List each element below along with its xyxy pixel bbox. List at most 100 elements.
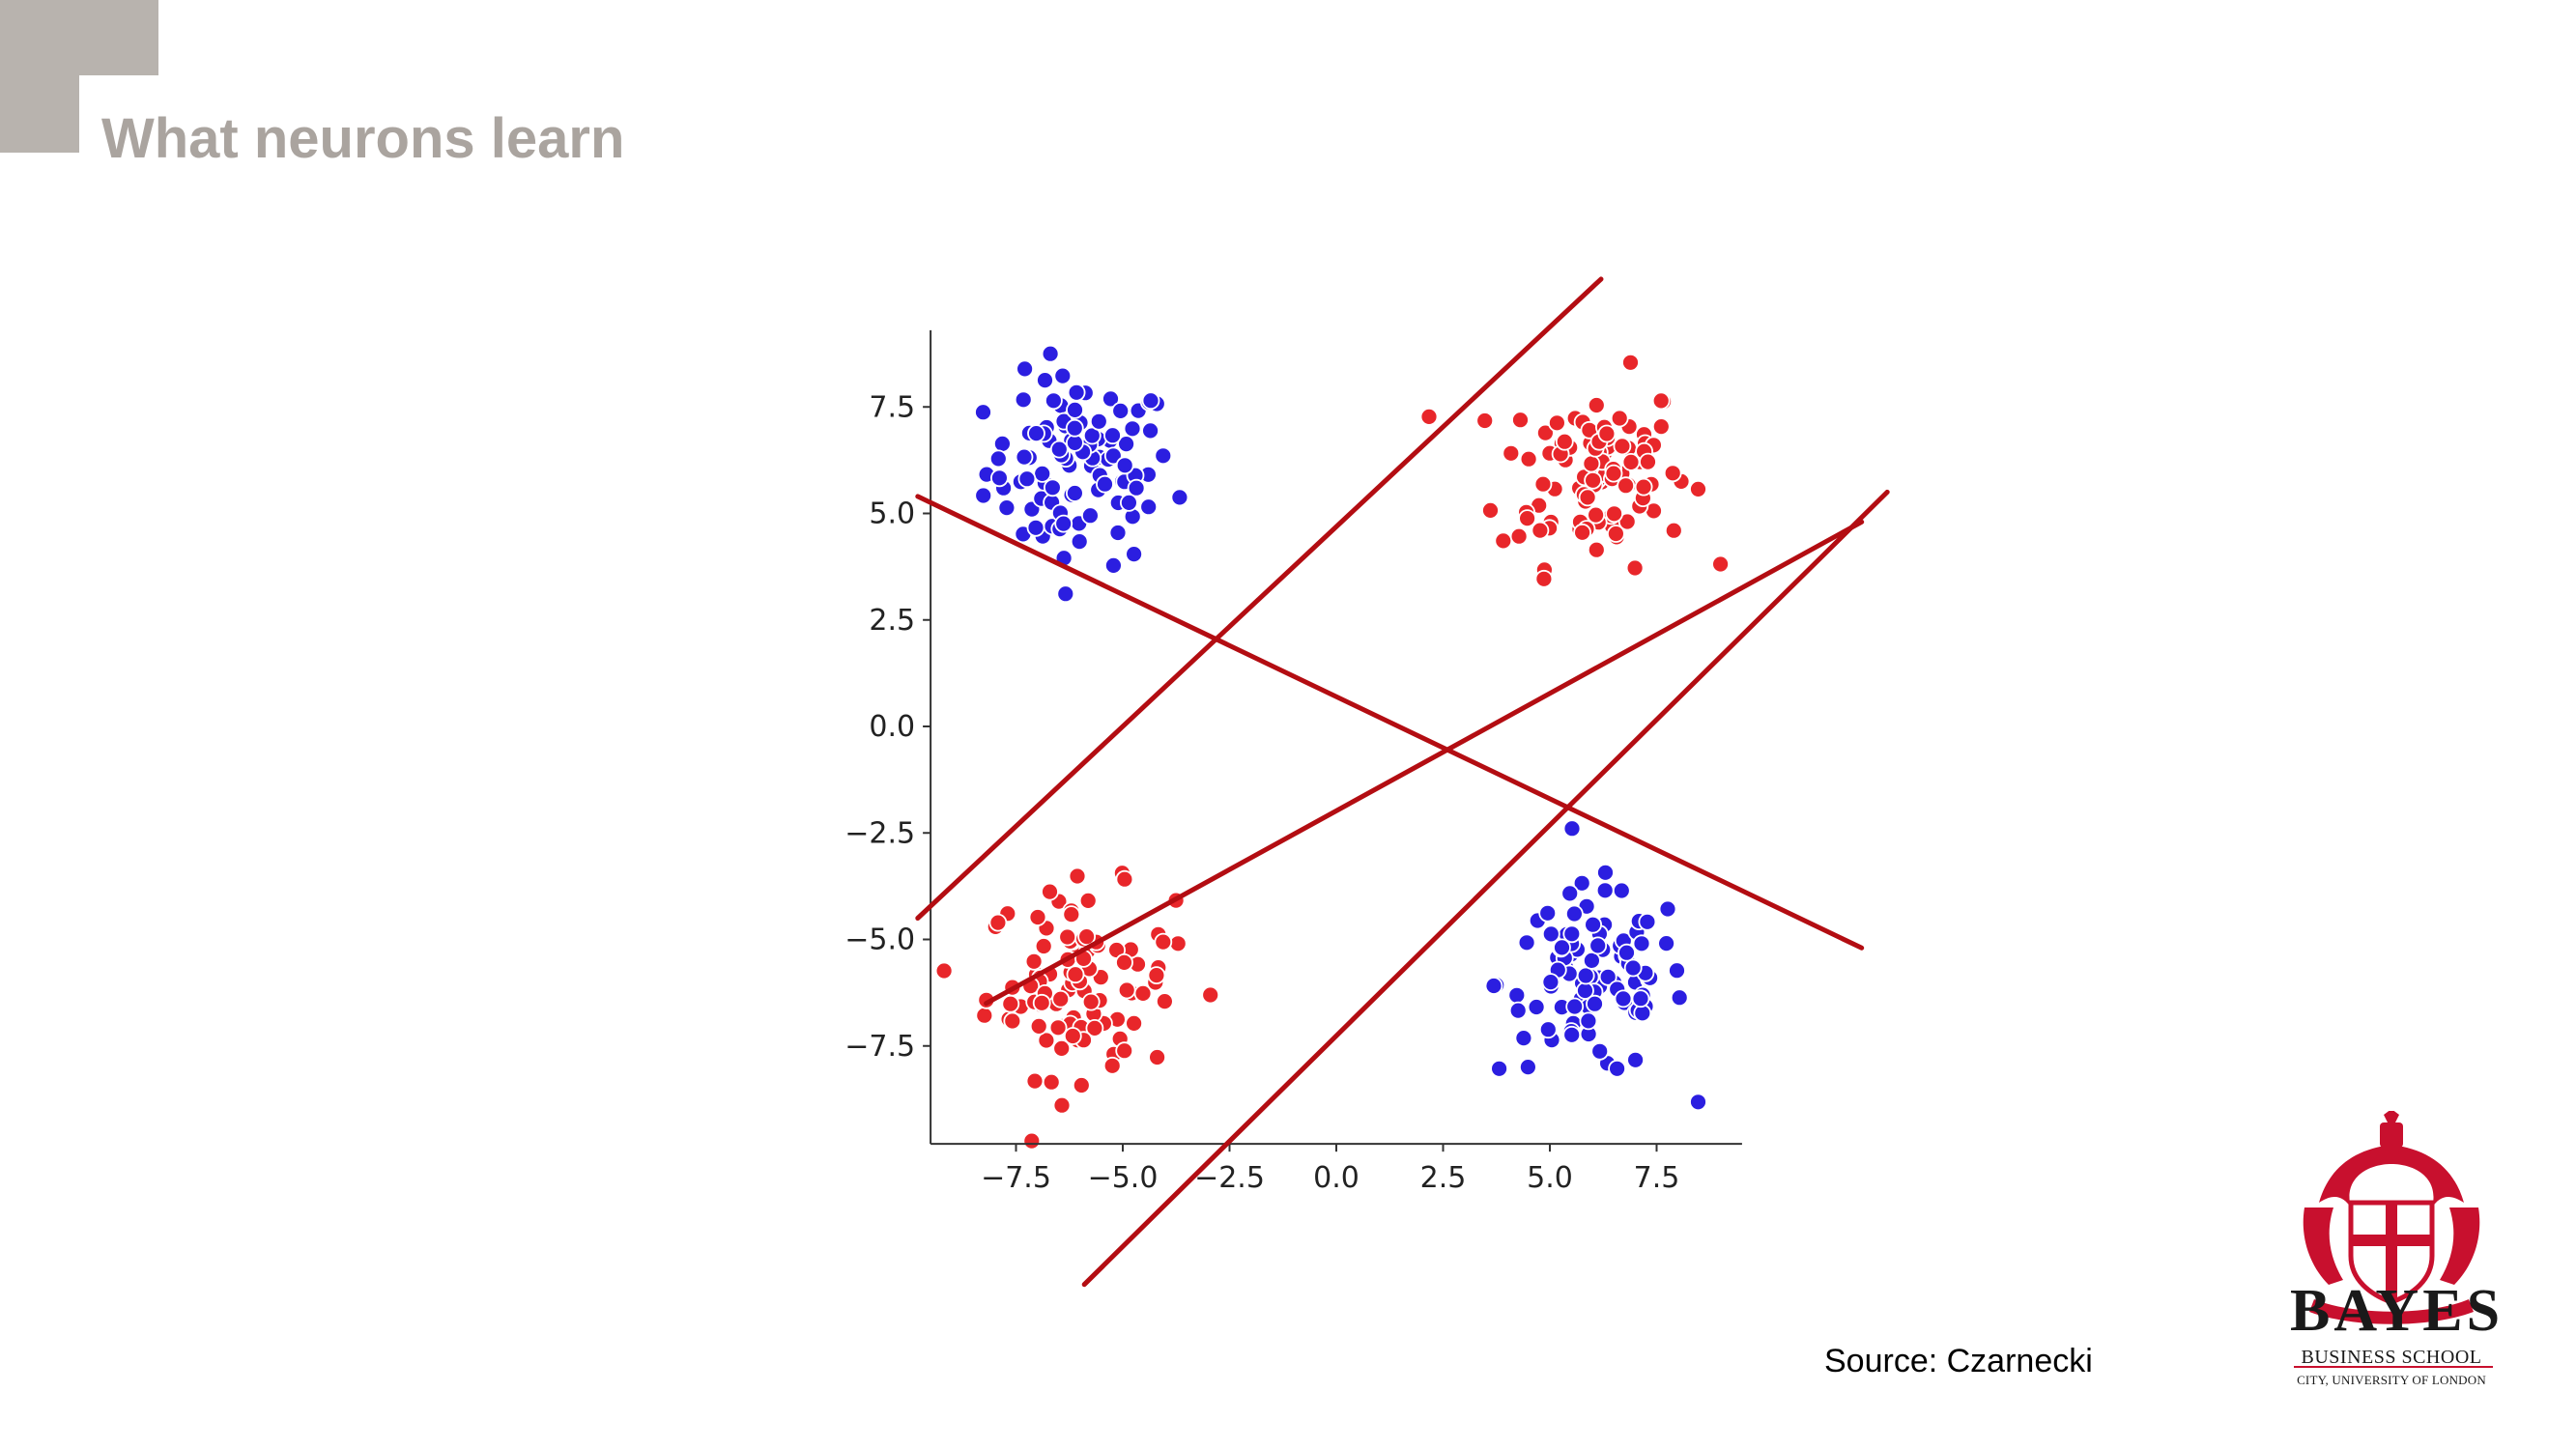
data-point [1147, 966, 1166, 984]
data-point [1604, 464, 1623, 483]
data-point [1049, 440, 1069, 459]
data-point [1154, 446, 1173, 466]
decision-line [984, 519, 1865, 1007]
data-point [1658, 899, 1677, 919]
data-point [1053, 366, 1073, 385]
data-point [1037, 1031, 1056, 1050]
data-point [1590, 1041, 1610, 1061]
data-point [1001, 994, 1020, 1013]
data-point [1565, 997, 1585, 1016]
data-point [974, 486, 993, 505]
data-point [1562, 1025, 1582, 1044]
y-tick-label: 5.0 [869, 497, 915, 531]
data-point [1141, 421, 1159, 440]
data-point [1613, 437, 1632, 456]
data-point [1517, 933, 1536, 952]
logo-tagline: CITY, UNIVERSITY OF LONDON [2297, 1373, 2486, 1387]
data-point [1595, 881, 1615, 900]
data-point [1527, 998, 1546, 1016]
data-point [1605, 504, 1623, 524]
data-point [1081, 506, 1100, 526]
data-point [1582, 454, 1601, 473]
data-point [974, 403, 992, 422]
data-point [1534, 569, 1554, 588]
data-point [1003, 1011, 1022, 1031]
data-point [1597, 424, 1617, 443]
data-point [1120, 494, 1138, 512]
data-point [1584, 470, 1602, 490]
data-point [1117, 435, 1135, 454]
data-point [1657, 934, 1675, 952]
page-title: What neurons learn [101, 107, 625, 170]
data-point [1626, 1050, 1645, 1069]
data-point [1148, 1048, 1166, 1066]
data-point [1127, 478, 1146, 497]
data-point [1016, 359, 1034, 379]
data-point [1562, 924, 1582, 944]
decision-lines [915, 276, 1890, 1288]
data-point [1052, 1095, 1072, 1115]
data-point [1058, 927, 1077, 947]
data-point [1014, 390, 1033, 410]
data-point [1025, 1071, 1045, 1091]
data-point [988, 449, 1008, 469]
y-tick-label: 0.0 [869, 710, 915, 744]
data-point [1078, 892, 1098, 910]
data-point [1054, 514, 1073, 533]
data-point [1044, 478, 1062, 497]
data-point [1621, 353, 1640, 372]
data-point [1072, 1076, 1091, 1094]
data-point [1519, 449, 1538, 469]
data-point [1062, 905, 1081, 923]
data-point [1651, 391, 1671, 411]
data-point [1689, 479, 1707, 498]
x-tick-label: 7.5 [1634, 1161, 1680, 1195]
data-point [1156, 992, 1174, 1010]
data-point [1572, 873, 1591, 893]
y-tick-label: −5.0 [844, 923, 915, 957]
data-point [1089, 412, 1108, 431]
data-point [1028, 908, 1047, 926]
data-point [1514, 1029, 1533, 1047]
data-point [1614, 989, 1633, 1009]
data-point [1066, 400, 1084, 419]
data-point [1111, 401, 1131, 420]
data-point [1104, 556, 1123, 575]
data-point [934, 961, 954, 980]
data-point [1508, 1001, 1528, 1020]
data-point [1063, 1027, 1082, 1045]
data-point [1081, 992, 1101, 1011]
data-point [1102, 1056, 1122, 1075]
data-point [1022, 1131, 1042, 1151]
data-point [1108, 524, 1128, 542]
data-point [1123, 419, 1142, 439]
data-point [1481, 501, 1500, 520]
data-point [1085, 1019, 1104, 1037]
data-point [1651, 417, 1671, 437]
data-point [1578, 488, 1597, 507]
data-point [1052, 1039, 1072, 1058]
data-point [993, 434, 1012, 453]
data-point [1115, 1041, 1134, 1061]
data-point [1560, 884, 1580, 903]
data-point [1631, 989, 1650, 1009]
y-tick-label: −7.5 [844, 1030, 915, 1064]
data-point [1115, 953, 1133, 972]
source-citation: Source: Czarnecki [1824, 1343, 2093, 1379]
data-point [1634, 477, 1653, 497]
data-point [1133, 984, 1153, 1003]
data-point [1623, 958, 1643, 978]
data-point [1017, 469, 1037, 489]
data-point [1066, 484, 1084, 502]
data-point [1102, 389, 1120, 409]
data-point [1519, 1058, 1537, 1076]
data-point [1664, 521, 1683, 540]
x-tick-label: 5.0 [1527, 1161, 1573, 1195]
data-point [1670, 988, 1689, 1008]
data-point [1065, 418, 1084, 438]
data-point [1583, 952, 1601, 970]
data-point [1048, 1018, 1068, 1037]
data-point [1587, 540, 1606, 559]
data-point [1103, 426, 1122, 445]
